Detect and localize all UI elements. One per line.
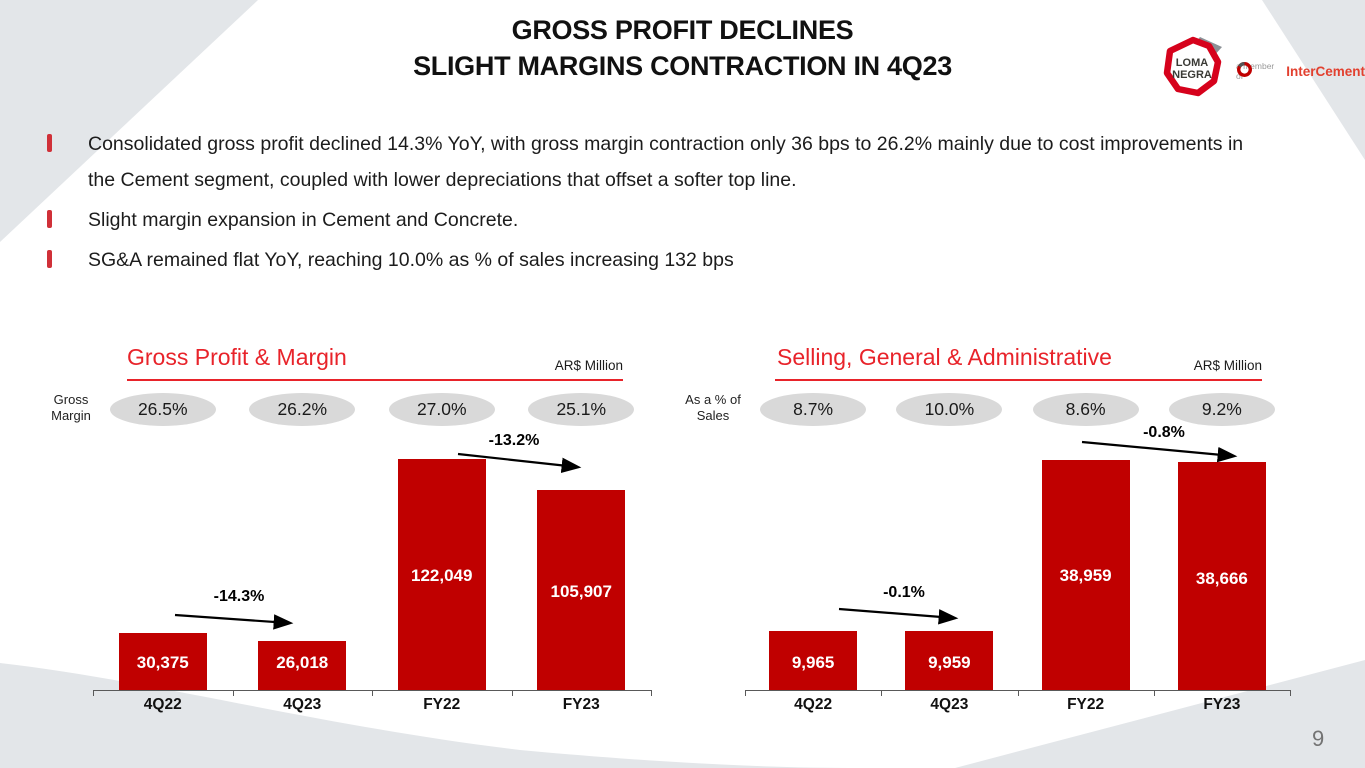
bar-4Q23: 9,959: [905, 631, 994, 690]
gross-profit-chart: Gross Profit & Margin AR$ Million Gross …: [51, 338, 652, 720]
category-label: FY22: [1067, 696, 1105, 713]
bar-4Q22: 30,375: [118, 633, 207, 690]
axis-tick: [1153, 690, 1155, 696]
chart-title: Gross Profit & Margin: [127, 344, 347, 370]
svg-text:LOMA: LOMA: [1176, 57, 1208, 69]
axis-tick: [232, 690, 234, 696]
category-label: 4Q23: [283, 696, 322, 713]
plot-area: 30,375 26,018 122,049 105,907: [93, 338, 651, 690]
bullet-list: Consolidated gross profit declined 14.3%…: [47, 126, 1287, 282]
annotation-arrow-label: -0.8%: [1143, 424, 1185, 441]
bar-value-label: 30,375: [136, 653, 189, 672]
bar-4Q22: 9,965: [769, 631, 858, 690]
secondary-metric-pill: 25.1%: [528, 393, 635, 426]
category-label: 4Q23: [930, 696, 969, 713]
member-of-text: a member of: [1236, 61, 1275, 81]
annotation-arrow-label: -0.1%: [883, 584, 925, 601]
bar-FY23: 38,666: [1177, 462, 1266, 690]
bullet-marker-icon: [47, 134, 52, 152]
bar-value-label: 122,049: [411, 566, 473, 585]
secondary-metric-label: Gross Margin: [51, 392, 91, 423]
category-label: 4Q22: [794, 696, 833, 713]
intercement-ring-icon: [1236, 61, 1253, 78]
category-label: FY23: [1203, 696, 1241, 713]
axis-tick: [372, 690, 373, 696]
category-label: FY22: [423, 696, 461, 713]
bar-FY22: 122,049: [397, 459, 486, 690]
bullet-item: Slight margin expansion in Cement and Co…: [47, 202, 1287, 238]
secondary-metric-pill: 8.6%: [1032, 393, 1139, 426]
chart-unit-label: AR$ Million: [554, 358, 623, 373]
bar-value-label: 38,666: [1195, 569, 1248, 588]
axis-tick: [93, 690, 94, 696]
bar-FY22: 38,959: [1041, 460, 1130, 690]
bullet-item: SG&A remained flat YoY, reaching 10.0% a…: [47, 242, 1287, 278]
page-title-line1: GROSS PROFIT DECLINES: [511, 15, 854, 45]
bullet-marker-icon: [47, 210, 52, 228]
svg-text:NEGRA: NEGRA: [1172, 69, 1212, 81]
secondary-metric-pill: 10.0%: [896, 393, 1003, 426]
axis-tick: [1017, 690, 1019, 696]
secondary-metric-pill: 8.7%: [760, 393, 867, 426]
corner-shape-bottom-left: [0, 663, 860, 768]
category-label: 4Q22: [143, 696, 182, 713]
axis-tick: [651, 690, 652, 696]
bar-value-label: 9,965: [791, 653, 835, 672]
bar-4Q23: 26,018: [258, 641, 347, 690]
axis-tick: [745, 690, 746, 696]
bar-value-label: 38,959: [1059, 566, 1112, 585]
axis-tick: [881, 690, 883, 696]
chart-title-underline: [775, 379, 1262, 381]
bullet-item: Consolidated gross profit declined 14.3%…: [47, 126, 1287, 198]
axis-tick: [511, 690, 513, 696]
intercement-lockup: a member of InterCement: [1236, 61, 1365, 81]
chart-unit-label: AR$ Million: [1193, 358, 1262, 373]
loma-negra-stone-icon: LOMA NEGRA: [1163, 36, 1222, 97]
plot-area: 9,965 9,959 38,959 38,666: [745, 338, 1290, 690]
chart-title-underline: [127, 379, 623, 381]
intercement-wordmark: InterCement: [1286, 63, 1365, 79]
bar-value-label: 105,907: [550, 582, 612, 601]
bullet-marker-icon: [47, 250, 52, 268]
page-number: 9: [1312, 726, 1325, 751]
secondary-metric-pill: 27.0%: [388, 393, 495, 426]
page-title-line2: SLIGHT MARGINS CONTRACTION IN 4Q23: [413, 51, 952, 81]
axis-tick: [1290, 690, 1291, 696]
secondary-metric-pill: 26.2%: [249, 393, 356, 426]
secondary-metric-pill: 9.2%: [1168, 393, 1275, 426]
bullet-text: SG&A remained flat YoY, reaching 10.0% a…: [88, 249, 734, 271]
secondary-metric-label: As a % of Sales: [685, 392, 741, 423]
sga-chart: Selling, General & Administrative AR$ Mi…: [685, 338, 1291, 720]
chart-title: Selling, General & Administrative: [777, 344, 1112, 370]
category-label: FY23: [562, 696, 600, 713]
bar-value-label: 9,959: [928, 653, 971, 672]
annotation-arrow-label: -14.3%: [213, 588, 265, 605]
secondary-metric-pill: 26.5%: [109, 393, 216, 426]
loma-negra-logo: LOMA NEGRA a member of InterCement: [1160, 35, 1365, 105]
bullet-text: Slight margin expansion in Cement and Co…: [88, 209, 519, 231]
bullet-text: Consolidated gross profit declined 14.3%…: [88, 133, 1244, 191]
annotation-arrow-label: -13.2%: [488, 432, 540, 449]
page-title: GROSS PROFIT DECLINES SLIGHT MARGINS CON…: [0, 12, 1365, 84]
bar-FY23: 105,907: [537, 490, 626, 690]
bar-value-label: 26,018: [276, 653, 329, 672]
